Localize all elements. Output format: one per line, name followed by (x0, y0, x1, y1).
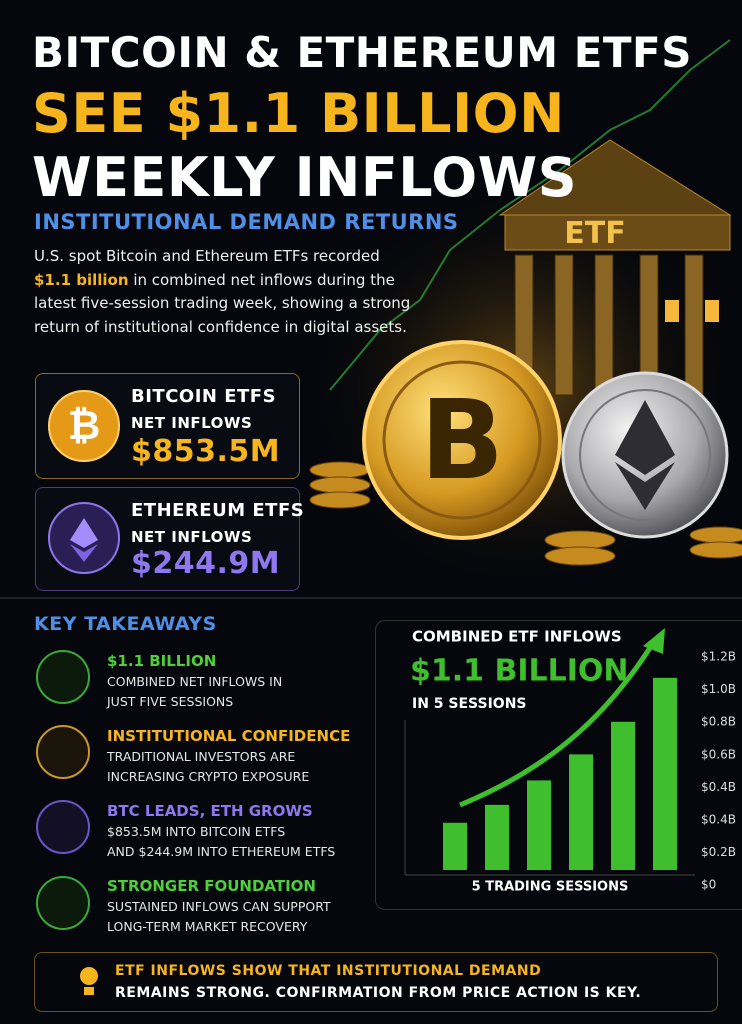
takeaway-text: JUST FIVE SESSIONS (107, 694, 234, 709)
intro: U.S. spot Bitcoin and Ethereum ETFs reco… (34, 245, 414, 339)
y-tick-label: $0 (701, 878, 716, 892)
bulb-icon (80, 967, 98, 995)
takeaway-icon (36, 650, 90, 704)
bar (443, 822, 467, 870)
card-label: NET INFLOWS (131, 414, 253, 432)
footer-line2: REMAINS STRONG. CONFIRMATION FROM PRICE … (115, 985, 642, 1001)
takeaway-text: $853.5M INTO BITCOIN ETFS (107, 824, 286, 839)
takeaway-title: $1.1 BILLION (107, 652, 217, 670)
card-title: BITCOIN ETFS (131, 386, 277, 407)
x-axis-label: 5 TRADING SESSIONS (472, 880, 629, 895)
card-value: $244.9M (131, 546, 281, 581)
background-art: ETF B (0, 39, 742, 600)
y-tick-label: $0.6B (701, 747, 736, 761)
btc-icon: ₿ (48, 390, 120, 462)
takeaway-icon (36, 725, 90, 779)
title-line3: WEEKLY INFLOWS (32, 146, 578, 209)
y-tick-label: $1.0B (701, 682, 736, 696)
intro-highlight: $1.1 billion (34, 270, 129, 289)
y-tick-label: $0.4B (701, 813, 736, 827)
y-tick-label: $0.4B (701, 780, 736, 794)
title-line2: SEE $1.1 BILLION (32, 82, 565, 145)
y-tick-label: $1.2B (701, 650, 736, 664)
y-tick-label: $0.2B (701, 845, 736, 859)
bar (485, 804, 509, 870)
btc-card: ₿ BITCOIN ETFS NET INFLOWS $853.5M (35, 373, 300, 479)
takeaway-text: COMBINED NET INFLOWS IN (107, 674, 283, 689)
chart: COMBINED ETF INFLOWS $1.1 BILLION IN 5 S… (404, 628, 736, 895)
takeaway-text: TRADITIONAL INVESTORS ARE (107, 749, 296, 764)
eth-card: ETHEREUM ETFS NET INFLOWS $244.9M (35, 487, 304, 591)
takeaway-text: AND $244.9M INTO ETHEREUM ETFS (107, 844, 336, 859)
bar (611, 721, 635, 870)
arrow-head (643, 628, 665, 654)
takeaway-title: STRONGER FOUNDATION (107, 877, 316, 895)
chart-subtitle: IN 5 SESSIONS (412, 696, 527, 712)
subtitle: INSTITUTIONAL DEMAND RETURNS (34, 210, 459, 234)
y-tick-label: $0.8B (701, 715, 736, 729)
title-line1: BITCOIN & ETHEREUM ETFS (32, 28, 692, 77)
chart-title: COMBINED ETF INFLOWS (412, 628, 622, 646)
footer-line1: ETF INFLOWS SHOW THAT INSTITUTIONAL DEMA… (115, 963, 542, 979)
card-value: $853.5M (131, 434, 281, 469)
card-title: ETHEREUM ETFS (131, 500, 305, 521)
takeaway-title: BTC LEADS, ETH GROWS (107, 802, 313, 820)
takeaway-icon (36, 876, 90, 930)
takeaway-text: LONG-TERM MARKET RECOVERY (107, 919, 308, 934)
chart-headline: $1.1 BILLION (410, 654, 629, 689)
chart-frame (375, 620, 742, 910)
takeaway-text: SUSTAINED INFLOWS CAN SUPPORT (107, 899, 331, 914)
bar (653, 677, 677, 870)
footer-box (34, 952, 718, 1012)
building-label: ETF (564, 216, 625, 251)
intro-text: in combined net inflows during the lates… (34, 270, 411, 336)
bar (569, 754, 593, 870)
bar (527, 780, 551, 870)
eth-icon (48, 502, 120, 574)
card-label: NET INFLOWS (131, 528, 253, 546)
svg-text:B: B (420, 376, 504, 504)
takeaway-text: INCREASING CRYPTO EXPOSURE (107, 769, 310, 784)
trend-arrow (459, 638, 658, 808)
intro-text: U.S. spot Bitcoin and Ethereum ETFs reco… (34, 247, 380, 265)
takeaways-heading: KEY TAKEAWAYS (34, 613, 217, 635)
takeaway-title: INSTITUTIONAL CONFIDENCE (107, 727, 351, 745)
takeaway-icon (36, 800, 90, 854)
